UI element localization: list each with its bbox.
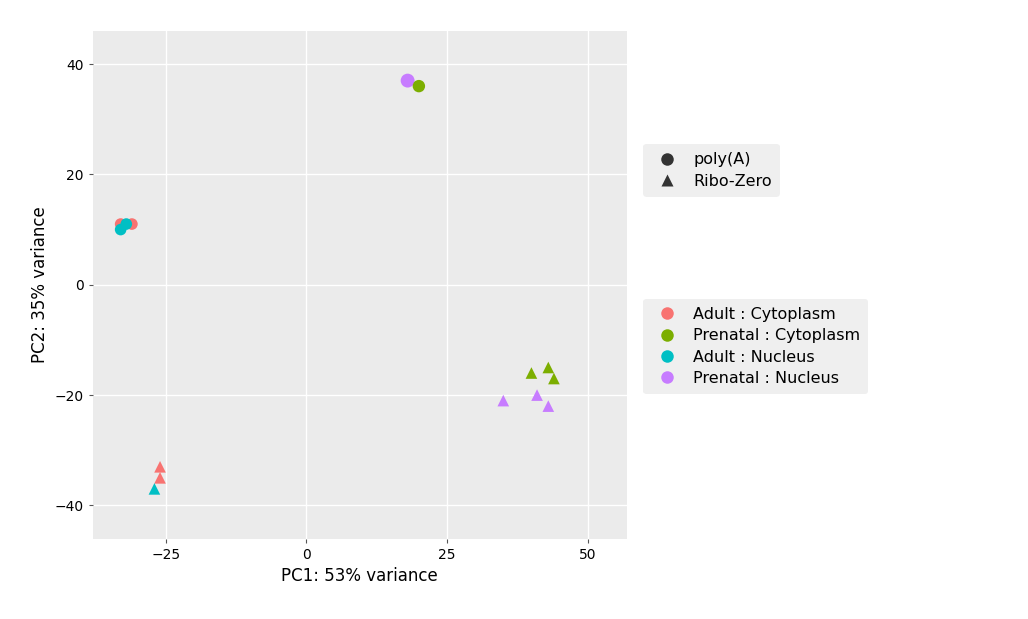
Point <box>112 225 128 235</box>
Point <box>540 401 556 411</box>
Point <box>523 368 540 378</box>
Point <box>118 219 135 229</box>
Point <box>546 374 562 384</box>
Point <box>112 219 128 229</box>
Legend: Adult : Cytoplasm, Prenatal : Cytoplasm, Adult : Nucleus, Prenatal : Nucleus: Adult : Cytoplasm, Prenatal : Cytoplasm,… <box>644 299 868 394</box>
Y-axis label: PC2: 35% variance: PC2: 35% variance <box>31 206 48 363</box>
Point <box>540 363 556 373</box>
Point <box>410 81 427 91</box>
Point <box>495 396 512 405</box>
Point <box>123 219 140 229</box>
X-axis label: PC1: 53% variance: PC1: 53% variance <box>282 567 438 585</box>
Point <box>152 462 169 472</box>
Point <box>528 390 545 400</box>
Point <box>146 484 162 494</box>
Point <box>152 473 169 483</box>
Point <box>400 76 416 85</box>
